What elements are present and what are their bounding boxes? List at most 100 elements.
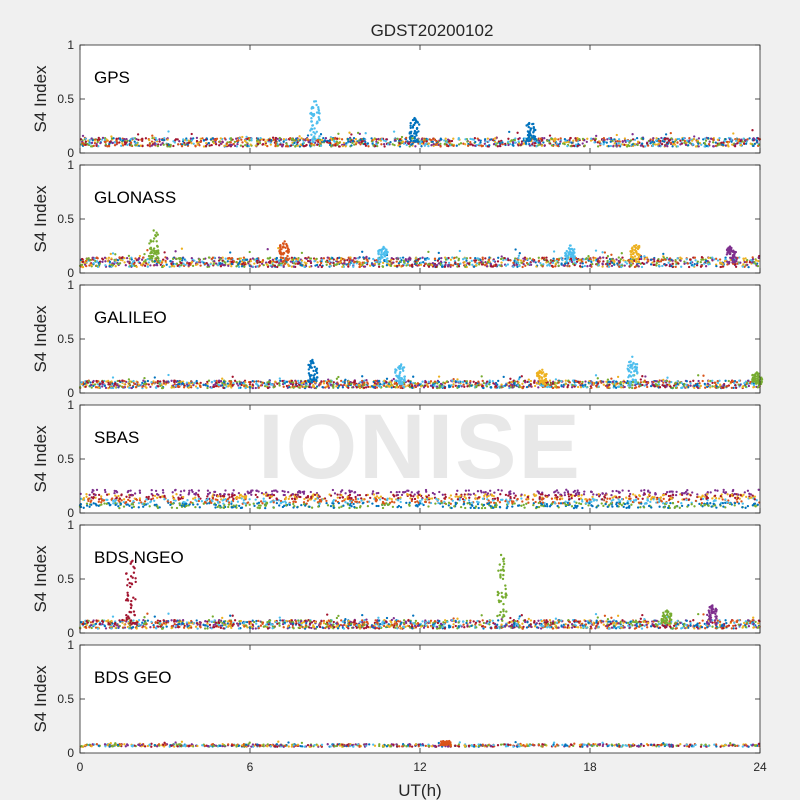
scatter-point: [190, 261, 194, 264]
scatter-point: [512, 265, 515, 268]
scatter-point: [623, 385, 626, 389]
scatter-point: [371, 262, 374, 266]
scatter-point: [512, 261, 515, 265]
scatter-point: [101, 136, 105, 140]
scatter-point: [427, 257, 430, 261]
scatter-point: [409, 258, 412, 261]
scatter-point: [214, 143, 218, 146]
scatter-point: [281, 143, 284, 146]
scatter-point: [751, 256, 754, 259]
scatter-point: [101, 380, 104, 383]
scatter-point: [724, 256, 727, 259]
scatter-point: [529, 263, 533, 266]
scatter-point: [235, 145, 239, 148]
scatter-point: [491, 380, 494, 383]
scatter-point: [136, 143, 139, 146]
scatter-point: [256, 139, 259, 142]
spike-point: [153, 237, 156, 240]
scatter-point: [147, 383, 150, 386]
scatter-point: [746, 381, 749, 384]
scatter-point: [405, 136, 408, 140]
scatter-point: [724, 379, 727, 382]
spike-point: [310, 120, 313, 123]
scatter-point: [464, 265, 467, 268]
scatter-point: [241, 145, 245, 148]
spike-point: [310, 127, 313, 130]
spike-point: [315, 130, 318, 133]
scatter-point: [155, 138, 158, 142]
scatter-point: [599, 380, 602, 383]
scatter-point: [347, 386, 350, 389]
scatter-point: [293, 139, 296, 142]
scatter-point: [488, 144, 491, 147]
scatter-point: [450, 143, 453, 146]
scatter-point: [398, 138, 402, 141]
scatter-point: [539, 262, 542, 265]
scatter-point: [700, 258, 703, 261]
scatter-point: [336, 137, 339, 140]
scatter-point: [186, 262, 189, 265]
scatter-point: [464, 138, 467, 141]
scatter-point: [513, 383, 516, 386]
scatter-point: [699, 260, 702, 264]
spike-point: [149, 239, 152, 242]
scatter-point: [329, 141, 332, 145]
spike-point: [635, 260, 638, 264]
scatter-point: [289, 382, 293, 386]
spike-point: [385, 252, 388, 255]
scatter-point: [237, 386, 241, 390]
scatter-point: [751, 129, 754, 132]
scatter-point: [230, 143, 233, 147]
scatter-point: [402, 385, 405, 388]
scatter-point: [428, 138, 431, 141]
scatter-point: [668, 138, 672, 142]
spike-point: [313, 138, 316, 141]
scatter-point: [479, 258, 482, 262]
scatter-point: [126, 143, 129, 147]
scatter-point: [747, 265, 750, 269]
scatter-point: [748, 261, 752, 264]
scatter-point: [284, 145, 288, 148]
scatter-point: [667, 258, 671, 261]
scatter-point: [465, 259, 468, 262]
scatter-point: [414, 145, 417, 148]
spike-point: [311, 140, 314, 143]
spike-point: [572, 251, 576, 254]
scatter-point: [372, 257, 375, 261]
scatter-point: [341, 265, 344, 269]
scatter-point: [469, 137, 472, 141]
scatter-point: [382, 143, 386, 146]
scatter-point: [554, 265, 557, 268]
scatter-point: [673, 143, 677, 146]
spike-point: [635, 251, 638, 254]
scatter-point: [726, 144, 730, 147]
scatter-point: [405, 259, 408, 262]
scatter-point: [385, 377, 389, 380]
scatter-point: [443, 386, 447, 390]
scatter-point: [419, 385, 423, 388]
scatter-point: [371, 142, 374, 145]
scatter-point: [707, 263, 710, 266]
scatter-point: [447, 263, 450, 267]
scatter-point: [111, 376, 115, 379]
scatter-point: [546, 139, 549, 142]
scatter-point: [473, 136, 477, 140]
scatter-point: [166, 380, 169, 383]
spike-point: [156, 255, 159, 259]
scatter-point: [457, 257, 461, 260]
scatter-point: [389, 264, 393, 268]
scatter-point: [726, 384, 729, 388]
scatter-point: [325, 263, 328, 266]
scatter-point: [345, 263, 348, 266]
scatter-point: [81, 265, 85, 269]
scatter-point: [230, 257, 234, 260]
scatter-point: [636, 140, 640, 143]
scatter-point: [683, 382, 686, 386]
scatter-point: [494, 385, 497, 388]
scatter-point: [223, 260, 226, 263]
scatter-point: [312, 385, 316, 388]
scatter-point: [427, 380, 430, 383]
scatter-point: [133, 382, 136, 385]
scatter-point: [340, 138, 344, 141]
scatter-point: [752, 383, 756, 387]
